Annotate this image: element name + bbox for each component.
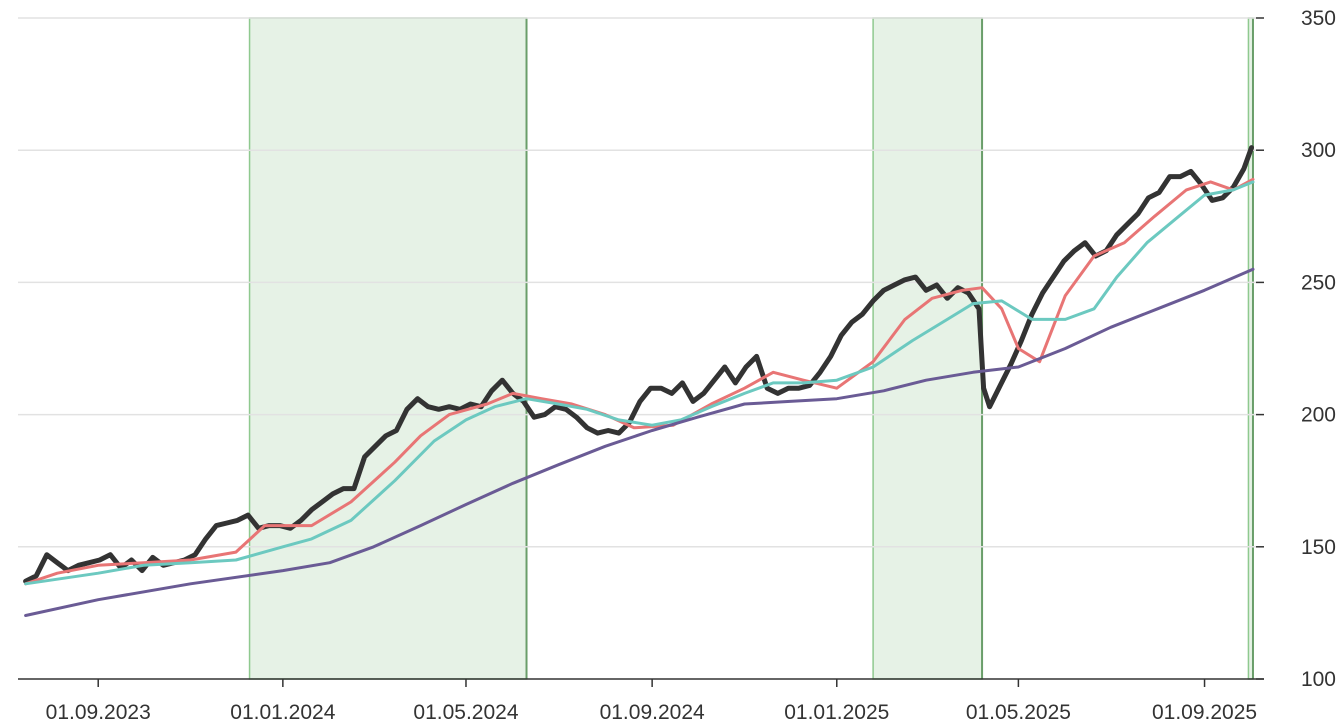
series-line-1 xyxy=(23,145,1254,584)
y-tick-label-250: 250 xyxy=(1301,271,1336,294)
series-lines xyxy=(23,145,1255,617)
shaded-region-2 xyxy=(872,17,983,680)
x-tick-label-6: 01.05.2025 xyxy=(966,701,1071,724)
shaded-region-1 xyxy=(248,17,528,680)
series-line-2 xyxy=(24,177,1255,586)
x-tick-label-7: 01.09.2025 xyxy=(1152,701,1257,724)
y-tick-label-200: 200 xyxy=(1301,404,1336,427)
x-axis: 01.09.2023 01.01.2024 01.05.2024 01.09.2024… xyxy=(18,678,1264,724)
y-tick-label-300: 300 xyxy=(1301,139,1336,162)
x-tick-label-4: 01.09.2024 xyxy=(600,701,705,724)
shaded-regions xyxy=(248,17,1254,680)
x-tick-label-2: 01.01.2024 xyxy=(230,701,335,724)
x-tick-label-5: 01.01.2025 xyxy=(784,701,889,724)
series-line-4 xyxy=(24,267,1255,617)
x-tick-label-3: 01.05.2024 xyxy=(413,701,518,724)
y-tick-label-150: 150 xyxy=(1301,536,1336,559)
grid-lines xyxy=(18,17,1256,548)
y-axis: 100 150 200 250 300 350 xyxy=(1256,7,1336,691)
y-tick-label-100: 100 xyxy=(1301,668,1336,691)
series-line-3 xyxy=(24,180,1255,586)
x-tick-label-1: 01.09.2023 xyxy=(46,701,151,724)
y-tick-label-350: 350 xyxy=(1301,7,1336,30)
